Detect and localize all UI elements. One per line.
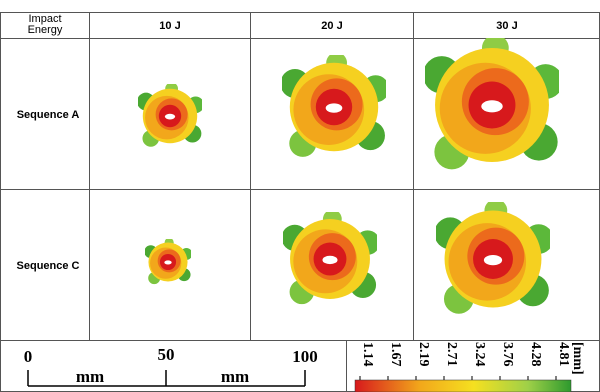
header-cell: 10 J (159, 20, 180, 32)
damage-image (144, 238, 192, 284)
legend-tick-label: 4.81 (556, 342, 571, 367)
scale-label: 0 (24, 347, 33, 366)
header-cell: 30 J (496, 20, 517, 32)
scale-bar (28, 370, 305, 386)
color-bar (355, 380, 571, 392)
scale-label: 100 (292, 347, 318, 366)
damage-image (137, 82, 204, 146)
damage-image (280, 52, 389, 157)
legend-tick-label: 1.14 (360, 342, 375, 367)
damage-image (282, 210, 380, 304)
header-cell: Energy (28, 24, 63, 36)
legend-tick-label: 4.28 (528, 342, 543, 367)
row-label: Sequence C (17, 260, 80, 272)
scale-label: 50 (158, 345, 175, 364)
legend-tick-label: 1.67 (388, 342, 403, 367)
legend-unit: [mm] (570, 342, 585, 375)
scale-unit: mm (76, 367, 104, 386)
figure: Impact Energy 10 J 20 J 30 J Sequence A … (0, 0, 600, 392)
damage-image (434, 199, 553, 314)
header-cell: 20 J (321, 20, 342, 32)
legend-tick-label: 3.24 (472, 342, 487, 367)
legend-tick-label: 2.19 (416, 342, 431, 367)
damage-image (423, 35, 563, 170)
legend-tick-label: 2.71 (444, 342, 459, 367)
scale-unit: mm (221, 367, 249, 386)
row-label: Sequence A (17, 109, 80, 121)
legend-tick-label: 3.76 (500, 342, 515, 367)
